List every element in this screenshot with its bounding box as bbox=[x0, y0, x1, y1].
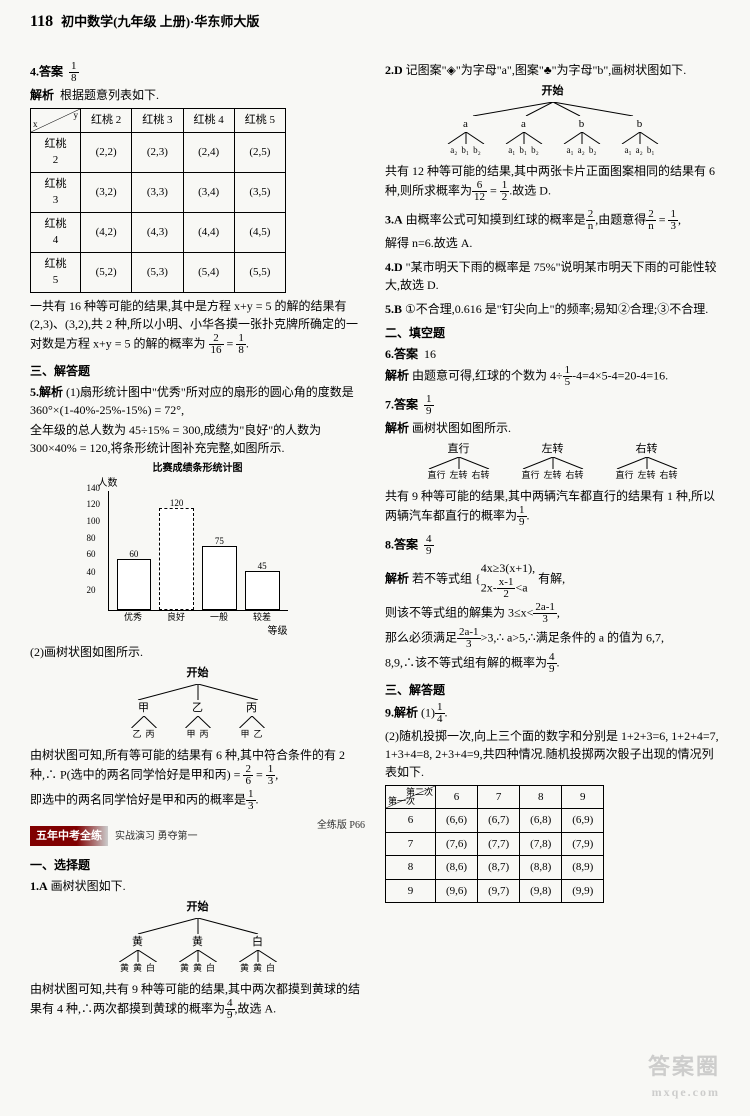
left-column: 4.答案 18 解析 根据题意列表如下. yx 红桃 2 红桃 3 红桃 4 红… bbox=[30, 59, 365, 1027]
r-q3: 3.A 由概率公式可知摸到红球的概率是2n,由题意得2n = 13, 解得 n=… bbox=[385, 209, 720, 252]
q4-answer: 18 bbox=[69, 61, 79, 84]
diag-header: yx bbox=[31, 109, 81, 133]
ribbon: 五年中考全练 实战演习 勇夺第一 全练版 P66 bbox=[30, 818, 365, 851]
r-q7: 7.答案 19 解析 画树状图如图所示. 直行直行左转右转左转直行左转右转右转直… bbox=[385, 394, 720, 528]
r-q2: 2.D 记图案""为字母"a",图案""为字母"b",画树状图如下. 开始 aa… bbox=[385, 61, 720, 203]
q9-table: 第二次第一次 6789 6(6,6)(6,7)(6,8)(6,9) 7(7,6)… bbox=[385, 785, 604, 904]
table-row: 6(6,6)(6,7)(6,8)(6,9) bbox=[386, 809, 604, 833]
q4-after: 一共有 16 种等可能的结果,其中是方程 x+y = 5 的解的结果有(2,3)… bbox=[30, 299, 358, 350]
col-h: 红桃 4 bbox=[183, 109, 234, 133]
q4-label: 4.答案 bbox=[30, 64, 63, 78]
table-row: 红桃 5(5,2)(5,3)(5,4)(5,5) bbox=[31, 252, 286, 292]
sec-title: 一、选择题 bbox=[30, 856, 365, 874]
right-column: 2.D 记图案""为字母"a",图案""为字母"b",画树状图如下. 开始 aa… bbox=[385, 59, 720, 1027]
table-row: 红桃 2(2,2)(2,3)(2,4)(2,5) bbox=[31, 132, 286, 172]
sec-title: 三、解答题 bbox=[385, 681, 720, 699]
table-row: 9(9,6)(9,7)(9,8)(9,9) bbox=[386, 879, 604, 903]
r-q8: 8.答案 49 解析 若不等式组 {4x≥3(x+1),2x-x-12<a 有解… bbox=[385, 534, 720, 675]
page-body: 4.答案 18 解析 根据题意列表如下. yx 红桃 2 红桃 3 红桃 4 红… bbox=[0, 39, 750, 1047]
bar-chart: 比赛成绩条形统计图 人数 20406080100120140 601207545… bbox=[108, 461, 288, 640]
page-header: 118 初中数学(九年级 上册)·华东师大版 bbox=[0, 0, 750, 39]
watermark: 答案圈 mxqe.com bbox=[648, 1050, 720, 1101]
r-q9: 9.解析 (1)14. (2)随机投掷一次,向上三个面的数字和分别是 1+2+3… bbox=[385, 702, 720, 904]
q4-table: yx 红桃 2 红桃 3 红桃 4 红桃 5 红桃 2(2,2)(2,3)(2,… bbox=[30, 108, 286, 293]
q4: 4.答案 18 解析 根据题意列表如下. yx 红桃 2 红桃 3 红桃 4 红… bbox=[30, 61, 365, 356]
diamond-icon bbox=[447, 63, 456, 77]
table-row: 7(7,6)(7,7)(7,8)(7,9) bbox=[386, 832, 604, 856]
col-h: 红桃 5 bbox=[234, 109, 285, 133]
r-q5: 5.B ①不合理,0.616 是"钉尖向上"的频率;易知②合理;③不合理. bbox=[385, 300, 720, 318]
tree-q5: 开始 甲乙丙乙甲丙丙甲乙 bbox=[30, 665, 365, 742]
page-number: 118 bbox=[30, 10, 53, 34]
tree-q1: 开始 黄黄黄白黄黄黄白白黄黄白 bbox=[30, 899, 365, 976]
book-title: 初中数学(九年级 上册)·华东师大版 bbox=[61, 12, 259, 32]
sec-title: 三、解答题 bbox=[30, 362, 365, 380]
club-icon bbox=[544, 63, 552, 77]
r-q6: 6.答案 16 解析 由题意可得,红球的个数为 4÷15-4=4×5-4=20-… bbox=[385, 345, 720, 388]
table-row: 红桃 3(3,2)(3,3)(3,4)(3,5) bbox=[31, 172, 286, 212]
tree-q7: 直行直行左转右转左转直行左转右转右转直行左转右转 bbox=[385, 441, 720, 483]
col-h: 红桃 3 bbox=[132, 109, 183, 133]
r-q4: 4.D "某市明天下雨的概率是 75%"说明某市明天下雨的可能性较大,故选 D. bbox=[385, 258, 720, 294]
tree-q2: 开始 aa₂b₁b₂aa₁b₁b₂ba₁a₂b₂ba₁a₂b₁ bbox=[385, 83, 720, 158]
table-row: 8(8,6)(8,7)(8,8)(8,9) bbox=[386, 856, 604, 880]
q5: 5.解析 (1)扇形统计图中"优秀"所对应的扇形的圆心角的度数是 360°×(1… bbox=[30, 383, 365, 812]
table-row: 红桃 4(4,2)(4,3)(4,4)(4,5) bbox=[31, 212, 286, 252]
col-h: 红桃 2 bbox=[81, 109, 132, 133]
q1: 1.A 画树状图如下. 开始 黄黄黄白黄黄黄白白黄黄白 由树状图可知,共有 9 … bbox=[30, 877, 365, 1021]
q4-analysis-label: 解析 bbox=[30, 88, 54, 102]
sec-title: 二、填空题 bbox=[385, 324, 720, 342]
q4-analysis-text: 根据题意列表如下. bbox=[60, 88, 159, 102]
